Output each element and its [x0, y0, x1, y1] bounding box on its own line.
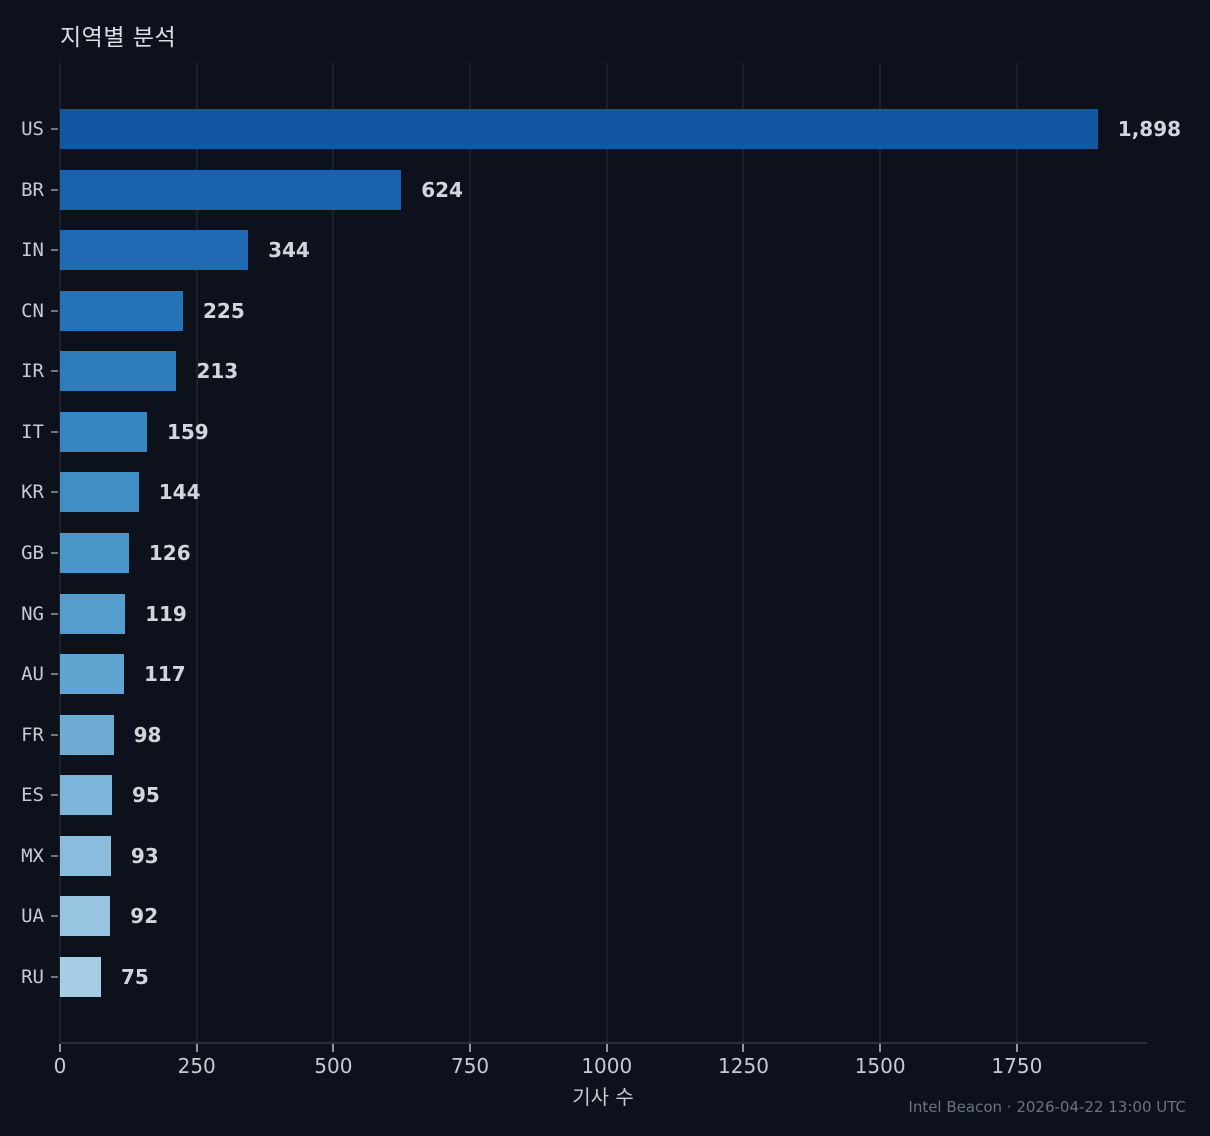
x-axis-tick [332, 1044, 335, 1052]
y-category-label: IR [21, 360, 44, 383]
bar-value-label: 344 [268, 238, 310, 263]
y-category-label: CN [21, 299, 44, 322]
y-category-label: IT [21, 420, 44, 443]
x-tick-label: 1250 [718, 1054, 769, 1078]
y-axis-tick [51, 309, 58, 312]
gridline [195, 63, 198, 1042]
bar-au [60, 654, 124, 695]
bar-value-label: 95 [131, 783, 160, 808]
x-tick-label: 750 [450, 1054, 490, 1078]
x-tick-label: 250 [177, 1054, 216, 1078]
bar-ng [60, 593, 126, 634]
y-axis-tick [51, 128, 58, 130]
bar-value-label: 98 [133, 722, 162, 747]
bar-value-label: 75 [121, 964, 149, 989]
bar-mx [60, 835, 111, 876]
x-axis-tick [195, 1044, 198, 1052]
bar-value-label: 624 [421, 177, 463, 202]
x-axis-tick [469, 1044, 472, 1052]
gridline [332, 63, 335, 1042]
y-axis-tick [51, 491, 58, 494]
bar-ru [60, 956, 101, 997]
y-axis-tick [51, 430, 58, 433]
y-category-label: BR [21, 178, 44, 201]
x-tick-label: 1000 [581, 1054, 633, 1078]
y-category-label: US [21, 118, 44, 140]
y-axis-tick [51, 370, 58, 373]
footer-attribution: Intel Beacon · 2026-04-22 13:00 UTC [908, 1098, 1186, 1116]
y-category-label: FR [21, 723, 44, 746]
gridline [469, 63, 472, 1042]
y-category-label: ES [21, 784, 44, 807]
x-tick-label: 500 [314, 1054, 353, 1078]
x-axis-tick [605, 1044, 608, 1052]
y-axis-tick [51, 551, 58, 554]
plot-area: 1,898 624 344 225 213 159 144 126 119 117 98 95 93 92… [59, 63, 1181, 1044]
x-axis-tick [59, 1044, 61, 1052]
bar-br [60, 169, 402, 210]
y-category-label: KR [21, 481, 44, 504]
y-category-label: UA [21, 905, 44, 928]
y-axis-tick [51, 673, 58, 676]
bar-value-label: 144 [158, 480, 201, 505]
bar-value-label: 119 [145, 601, 187, 626]
bar-kr [60, 472, 139, 513]
y-axis-tick [51, 854, 58, 857]
x-axis-title: 기사 수 [572, 1085, 634, 1109]
y-category-label: IN [21, 239, 44, 262]
y-axis-tick [51, 612, 58, 615]
bar-value-label: 117 [143, 662, 186, 687]
y-axis-tick [51, 794, 58, 797]
x-tick-label: 1750 [991, 1054, 1043, 1078]
y-category-label: NG [21, 602, 44, 625]
bar-value-label: 159 [166, 419, 209, 444]
y-axis-tick [51, 249, 58, 252]
y-axis-tick [51, 975, 58, 978]
bar-value-label: 92 [130, 904, 159, 929]
y-category-label: MX [21, 844, 44, 867]
x-tick-label: 1500 [854, 1054, 906, 1078]
y-axis-tick [51, 733, 58, 736]
bar-es [60, 775, 112, 816]
bar-value-label: 126 [148, 540, 191, 565]
y-category-label: AU [21, 663, 44, 686]
bar-value-label: 1,898 [1117, 117, 1182, 141]
bar-value-label: 93 [130, 843, 159, 868]
x-axis-tick [742, 1044, 745, 1052]
y-axis-tick [51, 915, 58, 918]
bar-value-label: 225 [203, 298, 245, 323]
bar-it [60, 411, 147, 452]
bar-cn [60, 290, 184, 331]
y-category-label: RU [21, 965, 44, 988]
gridline [742, 63, 745, 1042]
y-axis-tick [51, 188, 58, 191]
chart-title: 지역별 분석 [60, 25, 177, 51]
bar-value-label: 213 [196, 359, 239, 384]
bar-ua [60, 896, 111, 937]
gridline [605, 63, 608, 1042]
bar-gb [60, 532, 129, 573]
x-axis-tick [1015, 1044, 1018, 1052]
x-axis-tick [879, 1044, 882, 1052]
y-category-label: GB [21, 541, 44, 564]
y-axis: US BR IN CN IR IT KR GB NG AU FR ES MX UA RU [0, 63, 44, 1042]
x-tick-label: 0 [53, 1054, 67, 1078]
bar-ir [60, 351, 177, 392]
gridline [1015, 63, 1018, 1042]
gridline [879, 63, 882, 1042]
bar-us [60, 109, 1098, 149]
bar-in [60, 230, 249, 271]
bar-fr [60, 714, 114, 755]
